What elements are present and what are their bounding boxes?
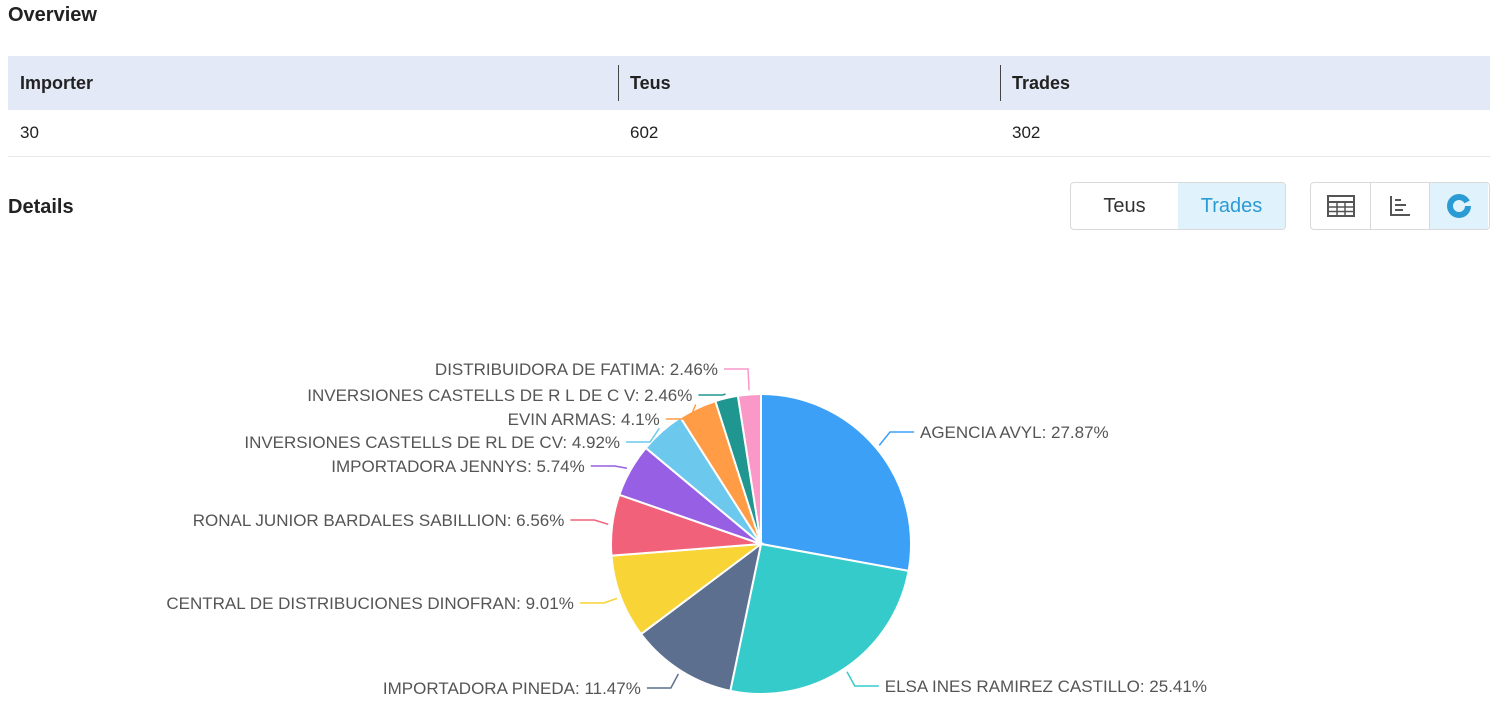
label-leader-line: [590, 465, 628, 469]
pie-slice[interactable]: [736, 392, 762, 545]
pie-slice[interactable]: [610, 542, 765, 636]
view-switch: [1310, 182, 1490, 230]
pie-slice[interactable]: [639, 541, 763, 693]
details-title: Details: [8, 196, 74, 218]
teus-count: 602: [618, 110, 1000, 157]
slice-label: IMPORTADORA JENNYS: 5.74%: [331, 457, 585, 476]
column-header-trades: Trades: [1000, 56, 1490, 110]
label-leader-line: [846, 671, 879, 687]
label-leader-line: [665, 404, 697, 420]
column-header-importer: Importer: [8, 56, 618, 110]
slice-label: INVERSIONES CASTELLS DE R L DE C V: 2.46…: [307, 386, 692, 405]
overview-title: Overview: [8, 4, 97, 26]
label-leader-line: [579, 597, 618, 604]
overview-header-row: Importer Teus Trades: [8, 56, 1490, 110]
table-icon: [1326, 195, 1355, 217]
overview-table: Importer Teus Trades 30 602 302: [8, 56, 1490, 157]
bar-view-button[interactable]: [1370, 183, 1429, 229]
bar-chart-icon: [1390, 196, 1410, 216]
slice-label: EVIN ARMAS: 4.1%: [508, 410, 660, 429]
label-leader-line: [698, 393, 726, 396]
pie-chart: AGENCIA AVYL: 27.87% ELSA INES RAMIREZ CA…: [166, 360, 1207, 698]
table-view-button[interactable]: [1311, 183, 1370, 229]
pie-view-button[interactable]: [1429, 183, 1488, 229]
slice-label: AGENCIA AVYL: 27.87%: [920, 423, 1109, 442]
slice-label: DISTRIBUIDORA DE FATIMA: 2.46%: [435, 360, 718, 379]
slice-label: IMPORTADORA PINEDA: 11.47%: [383, 679, 641, 698]
slice-label: RONAL JUNIOR BARDALES SABILLION: 6.56%: [193, 511, 565, 530]
label-leader-line: [646, 673, 680, 689]
label-leader-line: [878, 431, 915, 446]
metric-switch: Teus Trades: [1070, 182, 1286, 230]
pie-slice[interactable]: [760, 392, 912, 573]
trades-count: 302: [1000, 110, 1490, 157]
label-leader-line: [570, 519, 609, 526]
importer-count: 30: [8, 110, 618, 157]
column-header-teus: Teus: [618, 56, 1000, 110]
pie-slice[interactable]: [729, 542, 910, 695]
label-leader-line: [626, 427, 660, 443]
slice-label: ELSA INES RAMIREZ CASTILLO: 25.41%: [885, 677, 1207, 696]
teus-button[interactable]: Teus: [1103, 194, 1146, 217]
label-leader-line: [724, 368, 750, 391]
pie-chart-icon: [1447, 194, 1471, 218]
slice-label: INVERSIONES CASTELLS DE RL DE CV: 4.92%: [244, 433, 620, 452]
trades-button[interactable]: Trades: [1178, 183, 1285, 229]
slice-label: CENTRAL DE DISTRIBUCIONES DINOFRAN: 9.01…: [166, 594, 573, 613]
table-row: 30 602 302: [8, 110, 1490, 157]
